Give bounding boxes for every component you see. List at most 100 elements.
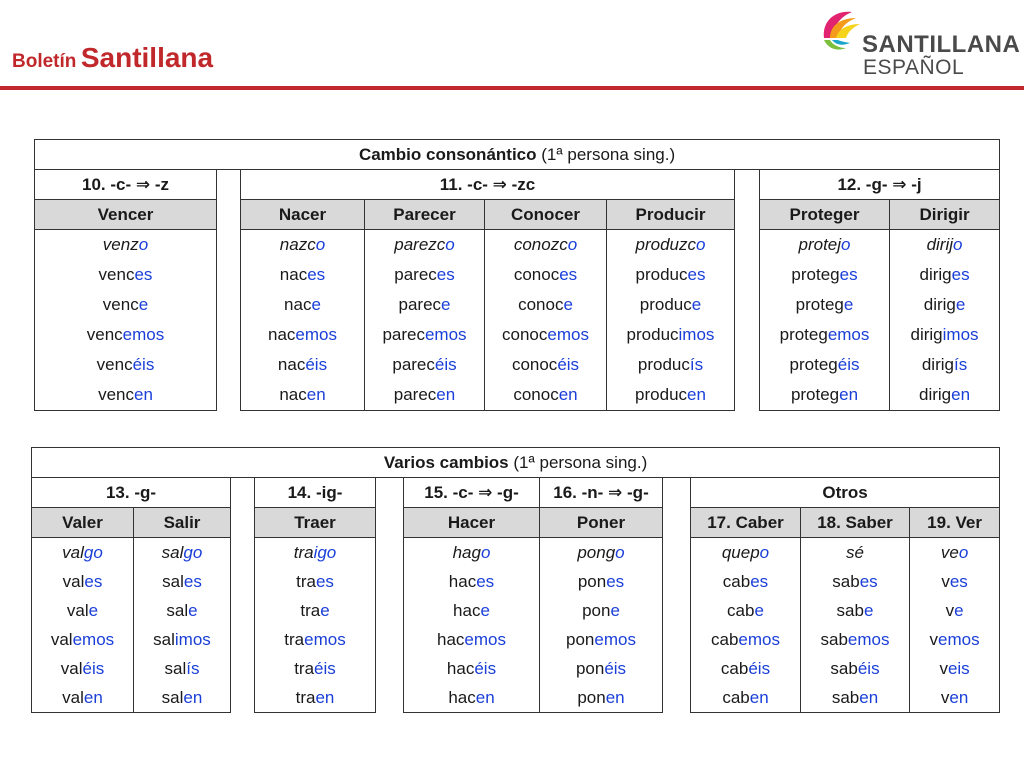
column-gap: [231, 654, 255, 683]
verb-ending: en: [605, 687, 625, 707]
verb-ending: es: [951, 265, 970, 284]
conjugation-cell: traigo: [254, 537, 376, 567]
verb-ending: o: [841, 235, 851, 254]
verb-stem: conoc: [513, 265, 560, 284]
conjugation-cell: nacen: [240, 380, 365, 411]
conjugation-row: valen salen traen hacen ponen caben saben ven: [31, 683, 1001, 713]
conjugation-cell: caben: [690, 683, 801, 713]
header-divider: [0, 86, 1024, 90]
conjugation-cell: ponemos: [539, 625, 663, 654]
column-gap: [376, 478, 404, 508]
verb-stem: val: [50, 629, 73, 649]
conjugation-row: vencéis nacéis parecéis conocéis producís pro…: [34, 350, 1001, 380]
verb-ending: emos: [122, 325, 165, 344]
verb-stem: sal: [162, 571, 184, 591]
verb-ending: éis: [305, 355, 328, 374]
verb-stem: hac: [453, 600, 481, 620]
verb-stem: cab: [720, 658, 749, 678]
conjugation-cell: vencen: [34, 380, 217, 411]
column-gap: [376, 596, 404, 625]
conjugation-cell: producimos: [606, 320, 735, 350]
verb-header: Producir: [606, 199, 735, 230]
verb-ending: emos: [72, 629, 115, 649]
verb-stem: proteg: [790, 385, 840, 404]
conjugation-cell: dirigimos: [888, 320, 1001, 350]
column-gap: [663, 538, 691, 568]
conjugation-cell: valgo: [31, 537, 134, 567]
column-gap: [217, 170, 241, 200]
verb-ending: o: [696, 235, 706, 254]
conjugation-cell: dirijo: [888, 229, 1001, 260]
conjugation-row: vencen nacen parecen conocen producen protege…: [34, 380, 1001, 411]
verb-stem: sal: [153, 629, 175, 649]
conjugation-cell: conoce: [484, 290, 607, 320]
verb-ending: emos: [547, 325, 589, 344]
verb-ending: es: [183, 571, 202, 591]
table2-body: valgo salgo traigo hago pongo quepo sé veo vales…: [31, 537, 1001, 713]
conjugation-cell: conozco: [484, 229, 607, 260]
consonant-change-table: Cambio consonántico (1ª persona sing.) 1…: [33, 139, 1001, 411]
verb-ending: e: [563, 295, 573, 314]
conjugation-cell: proteges: [759, 260, 890, 290]
verb-ending: en: [949, 687, 969, 707]
conjugation-cell: vencemos: [34, 320, 217, 350]
conjugation-cell: hacen: [403, 683, 540, 713]
conjugation-cell: conocen: [484, 380, 607, 411]
santillana-logo: SANTILLANA ESPAÑOL: [820, 8, 1020, 82]
verb-ending: emos: [594, 629, 636, 649]
verb-stem: conoc: [518, 295, 564, 314]
verb-stem: sal: [164, 658, 187, 678]
conjugation-cell: conoces: [484, 260, 607, 290]
column-gap: [217, 350, 241, 380]
verb-ending: e: [188, 600, 198, 620]
column-gap: [735, 200, 760, 230]
verb-ending: es: [687, 265, 706, 284]
conjugation-cell: parecen: [364, 380, 485, 411]
verb-stem: pon: [566, 629, 595, 649]
verb-ending: e: [138, 295, 149, 314]
verb-stem: parec: [392, 355, 435, 374]
various-changes-table: Varios cambios (1ª persona sing.) 13. -g…: [30, 447, 1001, 713]
verb-stem: parec: [382, 325, 425, 344]
verb-ending: o: [315, 235, 326, 254]
verb-stem: sab: [831, 687, 860, 707]
verb-stem: tra: [300, 600, 321, 620]
column-gap: [735, 230, 760, 261]
conjugation-cell: sé: [800, 537, 910, 567]
conjugation-cell: ponen: [539, 683, 663, 713]
conjugation-cell: salgo: [133, 537, 231, 567]
conjugation-cell: protege: [759, 290, 890, 320]
verb-stem: venc: [86, 325, 123, 344]
verb-ending: es: [134, 265, 153, 284]
verb-stem: hac: [437, 629, 465, 649]
verb-header: 19. Ver: [908, 507, 1001, 538]
verb-header: Parecer: [364, 199, 485, 230]
conjugation-cell: producís: [606, 350, 735, 380]
verb-stem: sab: [832, 571, 860, 591]
conjugation-cell: hace: [403, 596, 540, 625]
conjugation-cell: sabe: [800, 596, 910, 625]
conjugation-cell: nace: [240, 290, 365, 320]
column-gap: [376, 654, 404, 683]
verb-stem: dirig: [919, 385, 952, 404]
verb-stem: parec: [398, 295, 442, 314]
verb-stem: dirig: [923, 295, 956, 314]
verb-ending: éis: [748, 658, 771, 678]
verb-stem: proteg: [779, 325, 828, 344]
verb-stem: nac: [284, 295, 312, 314]
group-header: 10. -c- ⇒ -z: [34, 169, 217, 200]
verb-stem: tra: [296, 571, 316, 591]
column-gap: [663, 596, 691, 625]
verb-ending: o: [953, 235, 963, 254]
verb-header: Proteger: [759, 199, 890, 230]
conjugation-cell: producen: [606, 380, 735, 411]
verb-stem: protej: [798, 235, 842, 254]
verb-ending: éis: [82, 658, 105, 678]
verb-stem: proteg: [791, 265, 840, 284]
verb-stem: cab: [722, 687, 750, 707]
verb-ending: en: [839, 385, 859, 404]
verb-stem: cab: [711, 629, 739, 649]
conjugation-row: venzo nazco parezco conozco produzco protejo d…: [34, 229, 1001, 261]
conjugation-cell: traemos: [254, 625, 376, 654]
verb-stem: nac: [277, 355, 306, 374]
